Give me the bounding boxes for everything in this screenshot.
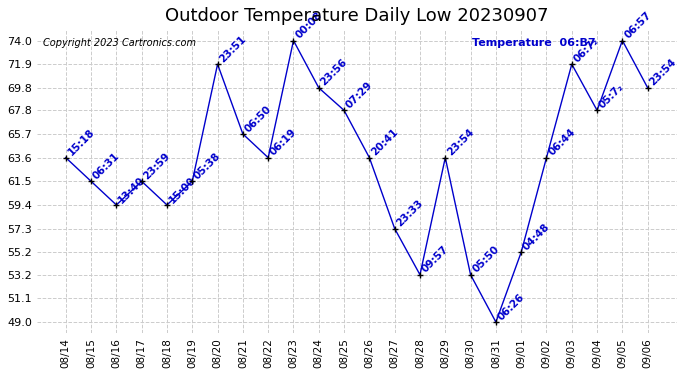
Text: 23:59: 23:59: [141, 151, 172, 181]
Text: 05:7₂: 05:7₂: [597, 82, 626, 110]
Text: 06:50: 06:50: [243, 104, 273, 134]
Text: 23:54: 23:54: [445, 127, 476, 158]
Text: 05:38: 05:38: [193, 151, 223, 181]
Text: 09:57: 09:57: [420, 244, 451, 275]
Text: 23:33: 23:33: [395, 198, 425, 229]
Text: 23:51: 23:51: [217, 34, 248, 64]
Text: Temperature  06:B7: Temperature 06:B7: [472, 38, 595, 48]
Title: Outdoor Temperature Daily Low 20230907: Outdoor Temperature Daily Low 20230907: [165, 7, 549, 25]
Text: 13:40: 13:40: [117, 174, 147, 205]
Text: 04:48: 04:48: [521, 222, 552, 252]
Text: 00:08: 00:08: [293, 10, 324, 40]
Text: 07:29: 07:29: [344, 80, 375, 110]
Text: 15:18: 15:18: [66, 127, 97, 158]
Text: 06:44: 06:44: [546, 127, 577, 158]
Text: 05:50: 05:50: [471, 244, 501, 275]
Text: 06:31: 06:31: [91, 151, 121, 181]
Text: 23:54: 23:54: [648, 57, 678, 88]
Text: 15:00: 15:00: [167, 174, 197, 205]
Text: 06:26: 06:26: [496, 292, 526, 322]
Text: Copyright 2023 Cartronics.com: Copyright 2023 Cartronics.com: [43, 38, 196, 48]
Text: 06:7₂: 06:7₂: [572, 36, 600, 64]
Text: 06:57: 06:57: [622, 10, 653, 40]
Text: 06:19: 06:19: [268, 127, 299, 158]
Text: 23:56: 23:56: [319, 57, 349, 88]
Text: 20:41: 20:41: [369, 127, 400, 158]
